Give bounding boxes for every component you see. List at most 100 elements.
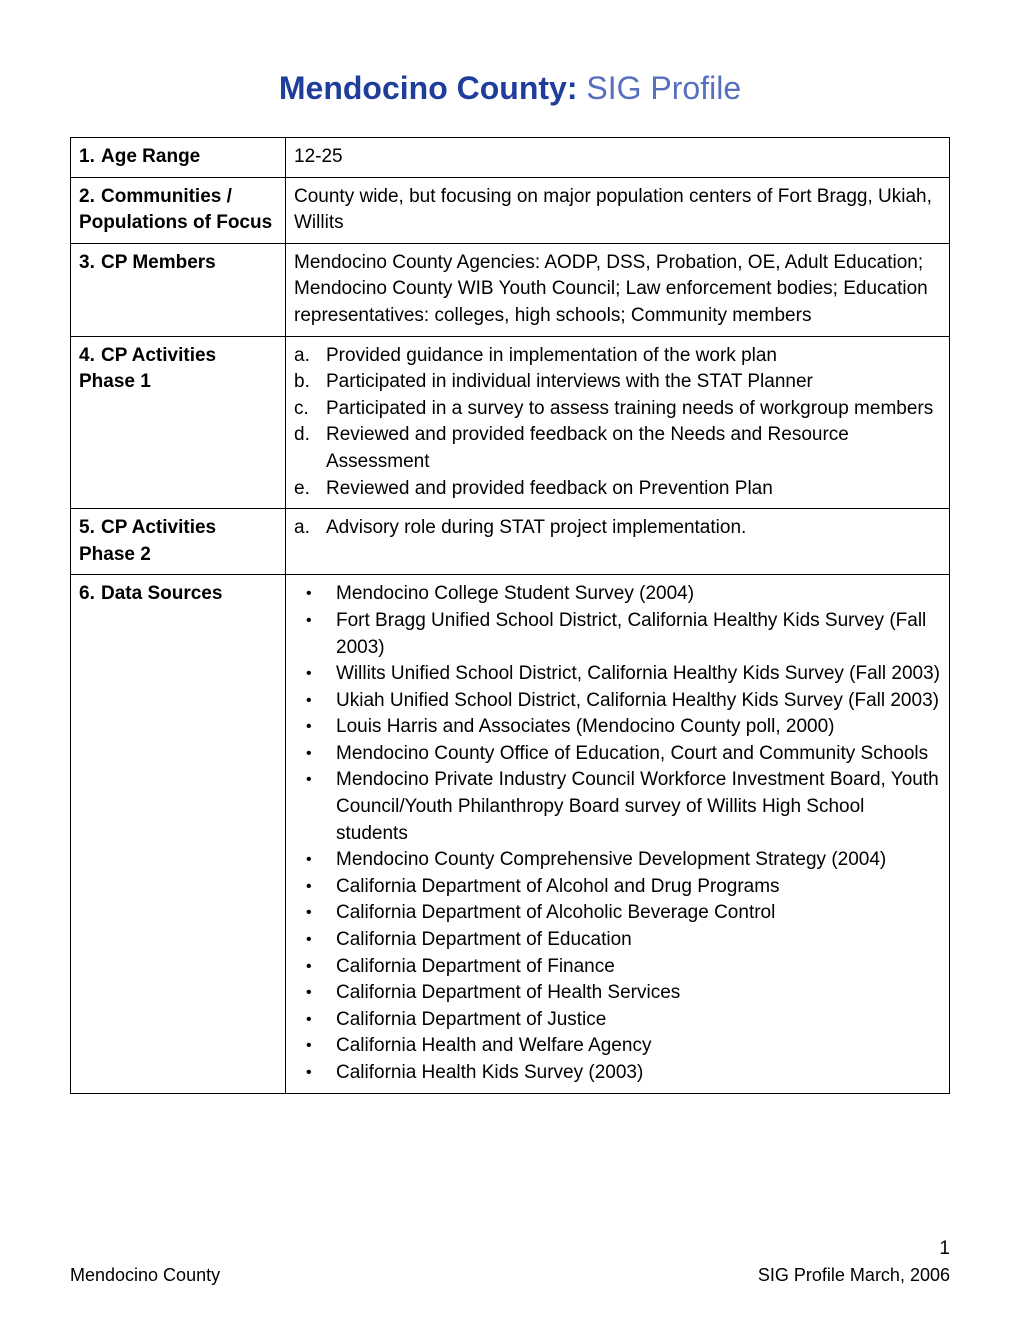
row-label: 3.CP Members [71,243,286,336]
row-value: •Mendocino College Student Survey (2004)… [286,575,950,1093]
list-marker: e. [294,476,326,503]
list-text: Willits Unified School District, Califor… [336,661,940,688]
list-item: •Willits Unified School District, Califo… [294,661,941,688]
page-number: 1 [939,1238,950,1260]
bullet-icon: • [306,661,336,688]
row-value: a.Provided guidance in implementation of… [286,336,950,509]
bullet-icon: • [306,980,336,1007]
row-label: 6.Data Sources [71,575,286,1093]
list-text: Mendocino County Office of Education, Co… [336,741,928,768]
list-item: •California Department of Justice [294,1007,941,1034]
list-marker: a. [294,343,326,370]
row-number: 1. [79,144,101,171]
bullet-icon: • [306,900,336,927]
list-text: Participated in individual interviews wi… [326,369,813,396]
bullet-icon: • [306,874,336,901]
list-item: •Fort Bragg Unified School District, Cal… [294,608,941,661]
list-text: Provided guidance in implementation of t… [326,343,777,370]
title-light: SIG Profile [578,70,742,106]
list-text: Mendocino County Comprehensive Developme… [336,847,886,874]
bullet-icon: • [306,847,336,874]
row-label: 1.Age Range [71,138,286,178]
row-number: 5. [79,515,101,542]
list-item: b.Participated in individual interviews … [294,369,941,396]
list-text: Louis Harris and Associates (Mendocino C… [336,714,835,741]
bullet-icon: • [306,1033,336,1060]
bullet-icon: • [306,954,336,981]
title-bold: Mendocino County: [279,70,578,106]
profile-table: 1.Age Range12-252.Communities / Populati… [70,137,950,1094]
list-text: California Health and Welfare Agency [336,1033,651,1060]
list-marker: c. [294,396,326,423]
list-marker: d. [294,422,326,475]
row-label-text: Age Range [101,146,200,167]
list-item: a.Provided guidance in implementation of… [294,343,941,370]
list-text: Fort Bragg Unified School District, Cali… [336,608,941,661]
bullet-icon: • [306,608,336,661]
ordered-list: a.Provided guidance in implementation of… [294,343,941,503]
row-number: 6. [79,581,101,608]
list-marker: a. [294,515,326,542]
list-text: California Department of Alcohol and Dru… [336,874,780,901]
table-row: 2.Communities / Populations of FocusCoun… [71,177,950,243]
bullet-icon: • [306,767,336,847]
bullet-icon: • [306,741,336,768]
bullet-icon: • [306,581,336,608]
list-text: Reviewed and provided feedback on Preven… [326,476,773,503]
footer-left: Mendocino County [70,1265,220,1286]
list-item: •California Department of Alcoholic Beve… [294,900,941,927]
bullet-icon: • [306,1007,336,1034]
bullet-icon: • [306,927,336,954]
ordered-list: a.Advisory role during STAT project impl… [294,515,941,542]
list-text: California Department of Health Services [336,980,680,1007]
list-text: Participated in a survey to assess train… [326,396,933,423]
row-number: 2. [79,184,101,211]
list-item: •Louis Harris and Associates (Mendocino … [294,714,941,741]
list-item: •Ukiah Unified School District, Californ… [294,688,941,715]
row-label: 4.CP Activities Phase 1 [71,336,286,509]
row-label: 5.CP Activities Phase 2 [71,509,286,575]
list-text: California Department of Justice [336,1007,606,1034]
list-item: •Mendocino County Office of Education, C… [294,741,941,768]
bullet-icon: • [306,688,336,715]
row-label: 2.Communities / Populations of Focus [71,177,286,243]
list-marker: b. [294,369,326,396]
list-text: Reviewed and provided feedback on the Ne… [326,422,941,475]
list-item: •California Department of Education [294,927,941,954]
row-number: 3. [79,250,101,277]
list-text: Advisory role during STAT project implem… [326,515,746,542]
list-item: •California Health Kids Survey (2003) [294,1060,941,1087]
row-label-text: Data Sources [101,583,222,604]
list-item: •California Department of Finance [294,954,941,981]
row-label-text: Communities / Populations of Focus [79,186,272,234]
row-value: County wide, but focusing on major popul… [286,177,950,243]
page-title: Mendocino County: SIG Profile [70,70,950,107]
row-value: Mendocino County Agencies: AODP, DSS, Pr… [286,243,950,336]
list-text: California Department of Alcoholic Bever… [336,900,775,927]
row-label-text: CP Members [101,252,216,273]
page-footer: Mendocino County SIG Profile March, 2006 [70,1265,950,1286]
list-item: •California Department of Alcohol and Dr… [294,874,941,901]
row-value: 12-25 [286,138,950,178]
list-text: California Health Kids Survey (2003) [336,1060,643,1087]
list-text: Mendocino Private Industry Council Workf… [336,767,941,847]
bullet-list: •Mendocino College Student Survey (2004)… [294,581,941,1086]
footer-right: SIG Profile March, 2006 [758,1265,950,1286]
list-text: California Department of Finance [336,954,615,981]
bullet-icon: • [306,714,336,741]
list-item: c.Participated in a survey to assess tra… [294,396,941,423]
list-text: Ukiah Unified School District, Californi… [336,688,939,715]
bullet-icon: • [306,1060,336,1087]
row-value: a.Advisory role during STAT project impl… [286,509,950,575]
list-item: •California Department of Health Service… [294,980,941,1007]
table-row: 3.CP MembersMendocino County Agencies: A… [71,243,950,336]
list-item: •Mendocino County Comprehensive Developm… [294,847,941,874]
list-item: •California Health and Welfare Agency [294,1033,941,1060]
list-item: •Mendocino College Student Survey (2004) [294,581,941,608]
list-text: Mendocino College Student Survey (2004) [336,581,694,608]
list-item: e.Reviewed and provided feedback on Prev… [294,476,941,503]
table-row: 1.Age Range12-25 [71,138,950,178]
table-row: 5.CP Activities Phase 2 a.Advisory role d… [71,509,950,575]
table-row: 4.CP Activities Phase 1 a.Provided guidan… [71,336,950,509]
row-number: 4. [79,343,101,370]
